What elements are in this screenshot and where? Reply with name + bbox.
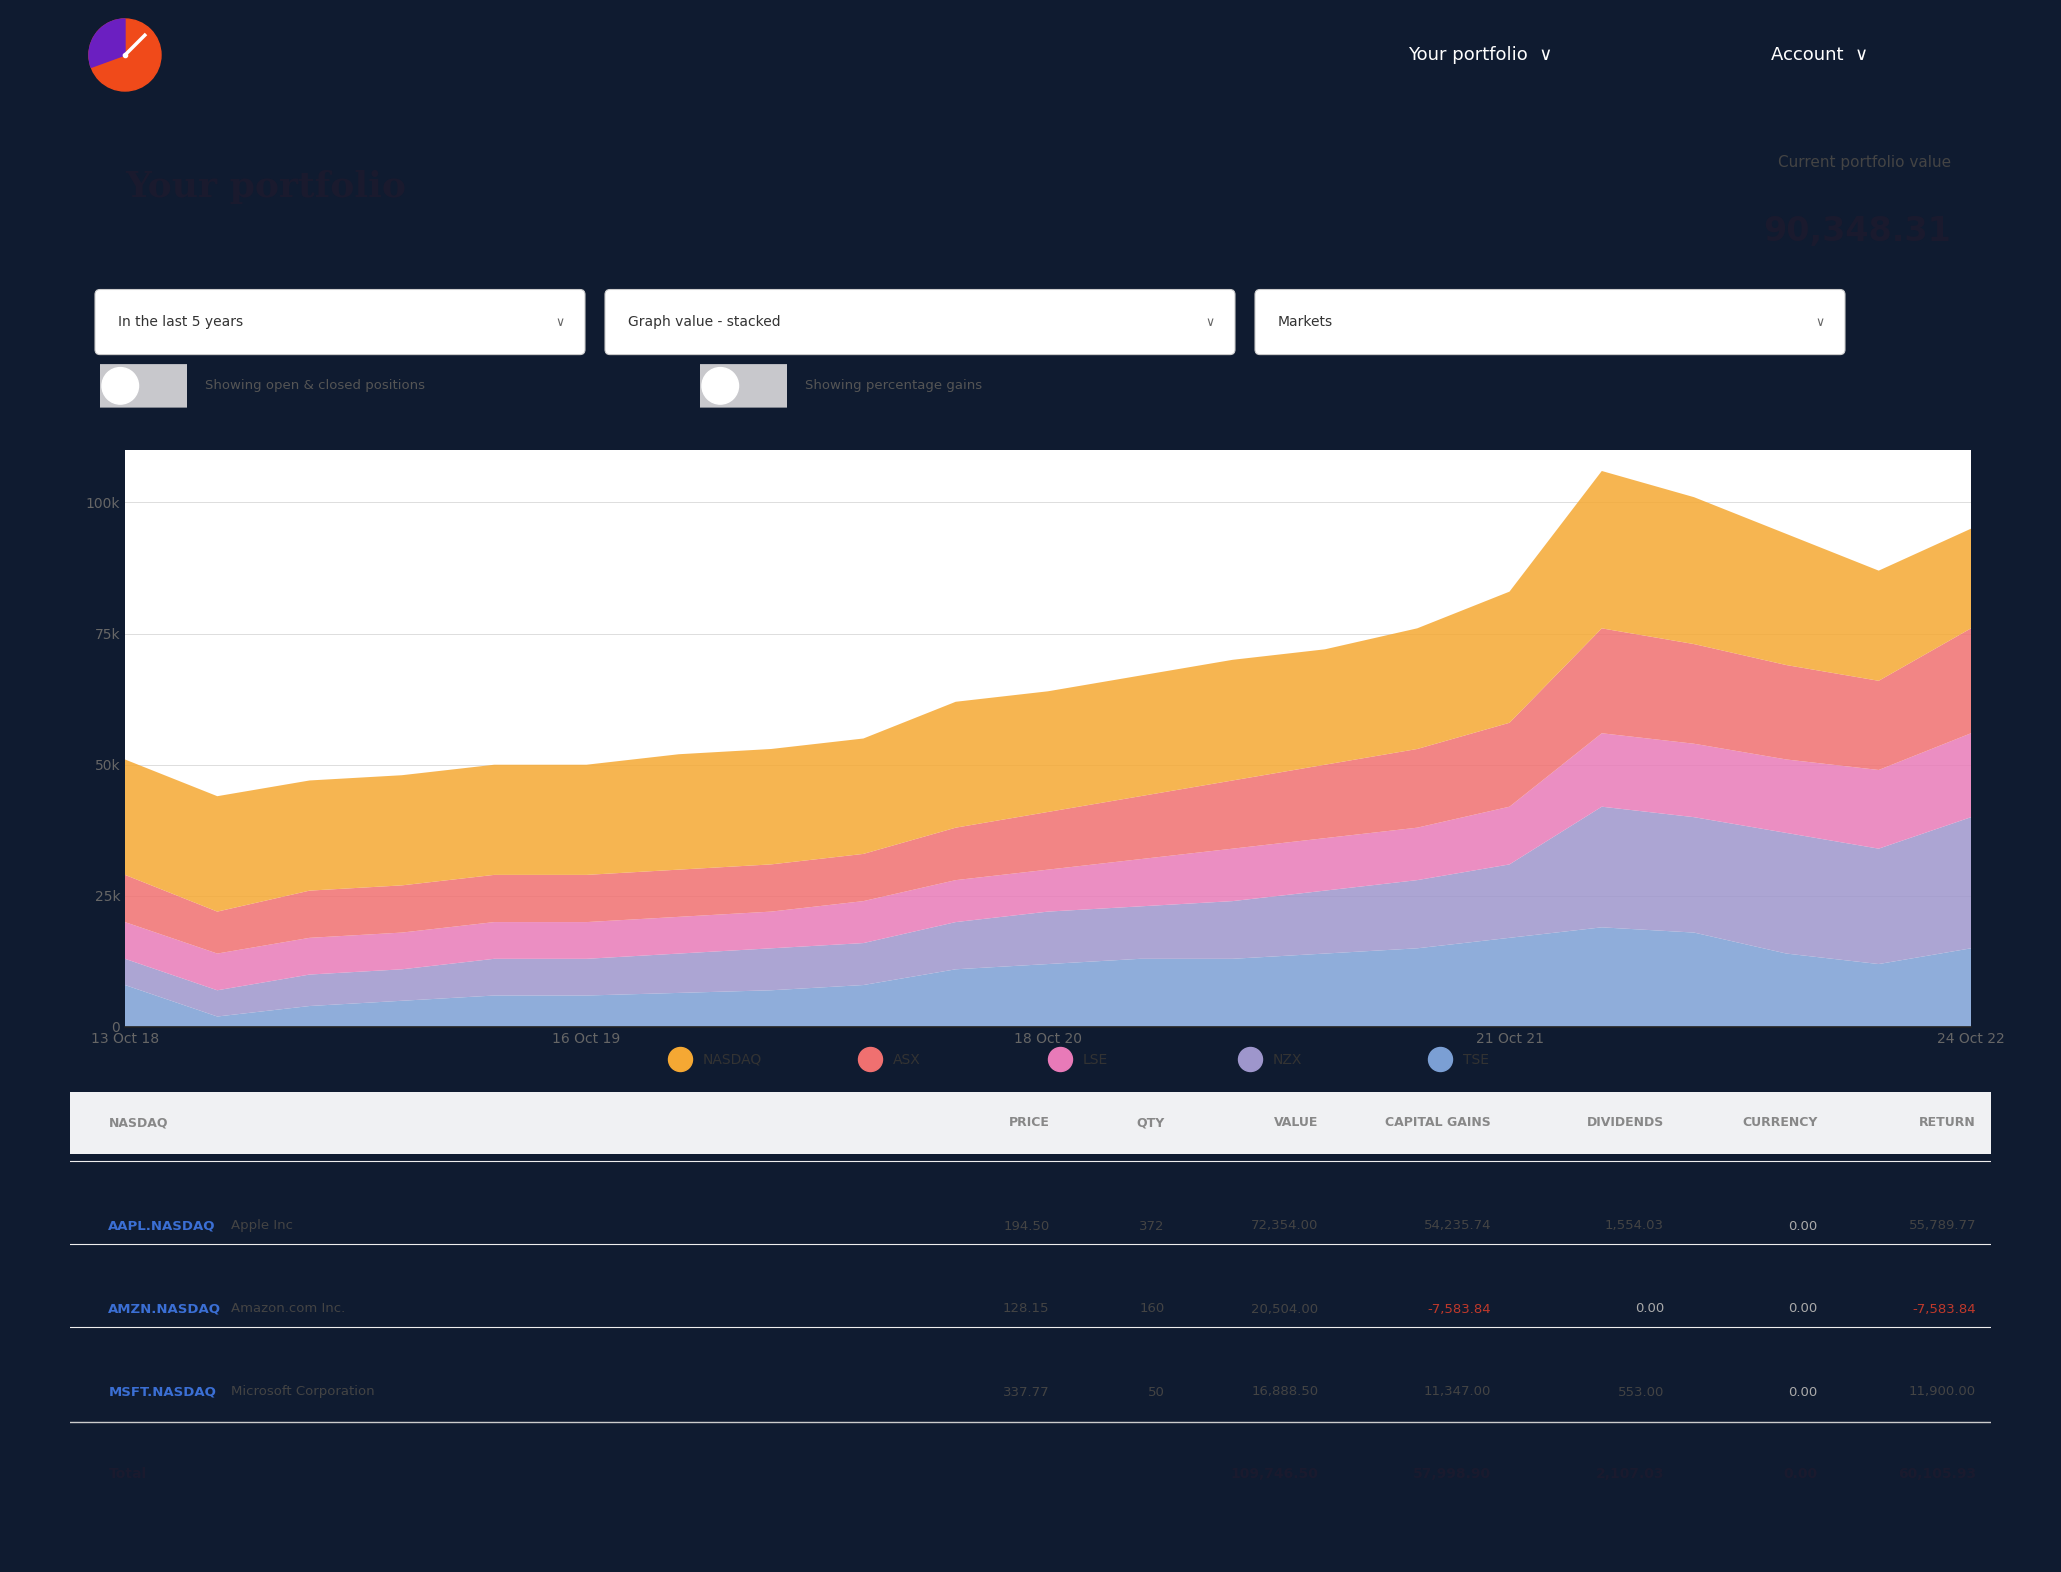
Text: RETURN: RETURN <box>1919 1116 1976 1130</box>
Text: 0.00: 0.00 <box>1783 1467 1818 1481</box>
Text: 109,746.50: 109,746.50 <box>1230 1467 1319 1481</box>
FancyBboxPatch shape <box>1255 289 1845 355</box>
Text: ∨: ∨ <box>1816 316 1824 329</box>
Text: MSFT.NASDAQ: MSFT.NASDAQ <box>109 1385 216 1399</box>
Text: NASDAQ: NASDAQ <box>703 1053 763 1066</box>
Text: Markets: Markets <box>1278 314 1333 329</box>
Circle shape <box>1049 1047 1072 1072</box>
Text: AAPL.NASDAQ: AAPL.NASDAQ <box>109 1220 216 1232</box>
Text: DIVIDENDS: DIVIDENDS <box>1587 1116 1663 1130</box>
Text: 16,888.50: 16,888.50 <box>1251 1385 1319 1399</box>
Text: TSE: TSE <box>1463 1053 1488 1066</box>
Text: PRICE: PRICE <box>1008 1116 1049 1130</box>
Text: AMZN.NASDAQ: AMZN.NASDAQ <box>109 1303 221 1316</box>
Text: Showing percentage gains: Showing percentage gains <box>806 379 983 393</box>
Text: ∨: ∨ <box>1206 316 1216 329</box>
FancyBboxPatch shape <box>95 289 585 355</box>
Text: Showing open & closed positions: Showing open & closed positions <box>204 379 425 393</box>
Circle shape <box>859 1047 882 1072</box>
Circle shape <box>89 19 161 91</box>
Text: 160: 160 <box>1140 1303 1164 1316</box>
Text: 90,348.31: 90,348.31 <box>1764 215 1952 248</box>
Text: 2,107.03: 2,107.03 <box>1595 1467 1663 1481</box>
Text: Apple Inc: Apple Inc <box>231 1220 293 1232</box>
Circle shape <box>668 1047 692 1072</box>
Text: In the last 5 years: In the last 5 years <box>117 314 243 329</box>
Text: 20,504.00: 20,504.00 <box>1251 1303 1319 1316</box>
Circle shape <box>101 368 138 404</box>
Text: Account  ∨: Account ∨ <box>1772 46 1869 64</box>
Text: Graph value - stacked: Graph value - stacked <box>629 314 781 329</box>
Circle shape <box>1239 1047 1263 1072</box>
Text: 1,554.03: 1,554.03 <box>1606 1220 1663 1232</box>
Text: 11,900.00: 11,900.00 <box>1908 1385 1976 1399</box>
Wedge shape <box>89 19 126 68</box>
Text: 372: 372 <box>1140 1220 1164 1232</box>
Text: Microsoft Corporation: Microsoft Corporation <box>231 1385 375 1399</box>
Text: 50: 50 <box>1148 1385 1164 1399</box>
Text: Amazon.com Inc.: Amazon.com Inc. <box>231 1303 346 1316</box>
Text: VALUE: VALUE <box>1274 1116 1319 1130</box>
Text: NZX: NZX <box>1272 1053 1303 1066</box>
Text: QTY: QTY <box>1136 1116 1164 1130</box>
Text: 60,105.93: 60,105.93 <box>1898 1467 1976 1481</box>
Text: CURRENCY: CURRENCY <box>1742 1116 1818 1130</box>
Text: 55,789.77: 55,789.77 <box>1908 1220 1976 1232</box>
Text: 194.50: 194.50 <box>1004 1220 1049 1232</box>
Text: Current portfolio value: Current portfolio value <box>1779 156 1952 170</box>
Text: 128.15: 128.15 <box>1004 1303 1049 1316</box>
Text: 57,998.90: 57,998.90 <box>1414 1467 1492 1481</box>
Text: -7,583.84: -7,583.84 <box>1913 1303 1976 1316</box>
Text: 54,235.74: 54,235.74 <box>1424 1220 1492 1232</box>
Text: Total: Total <box>109 1467 146 1481</box>
Text: CAPITAL GAINS: CAPITAL GAINS <box>1385 1116 1492 1130</box>
Text: 0.00: 0.00 <box>1789 1385 1818 1399</box>
Text: 11,347.00: 11,347.00 <box>1424 1385 1492 1399</box>
Text: -7,583.84: -7,583.84 <box>1428 1303 1492 1316</box>
Text: 0.00: 0.00 <box>1789 1303 1818 1316</box>
Text: 0.00: 0.00 <box>1634 1303 1663 1316</box>
Text: NASDAQ: NASDAQ <box>109 1116 167 1130</box>
Text: Your portfolio: Your portfolio <box>126 170 406 204</box>
Bar <box>70 1093 1991 1154</box>
Circle shape <box>703 368 738 404</box>
Text: 72,354.00: 72,354.00 <box>1251 1220 1319 1232</box>
Circle shape <box>1428 1047 1453 1072</box>
Text: 337.77: 337.77 <box>1004 1385 1049 1399</box>
Text: ASX: ASX <box>892 1053 921 1066</box>
Text: Your portfolio  ∨: Your portfolio ∨ <box>1408 46 1552 64</box>
FancyBboxPatch shape <box>101 365 188 407</box>
FancyBboxPatch shape <box>606 289 1235 355</box>
Text: 0.00: 0.00 <box>1789 1220 1818 1232</box>
Text: 553.00: 553.00 <box>1618 1385 1663 1399</box>
Text: ∨: ∨ <box>556 316 565 329</box>
Text: LSE: LSE <box>1082 1053 1107 1066</box>
FancyBboxPatch shape <box>701 365 787 407</box>
